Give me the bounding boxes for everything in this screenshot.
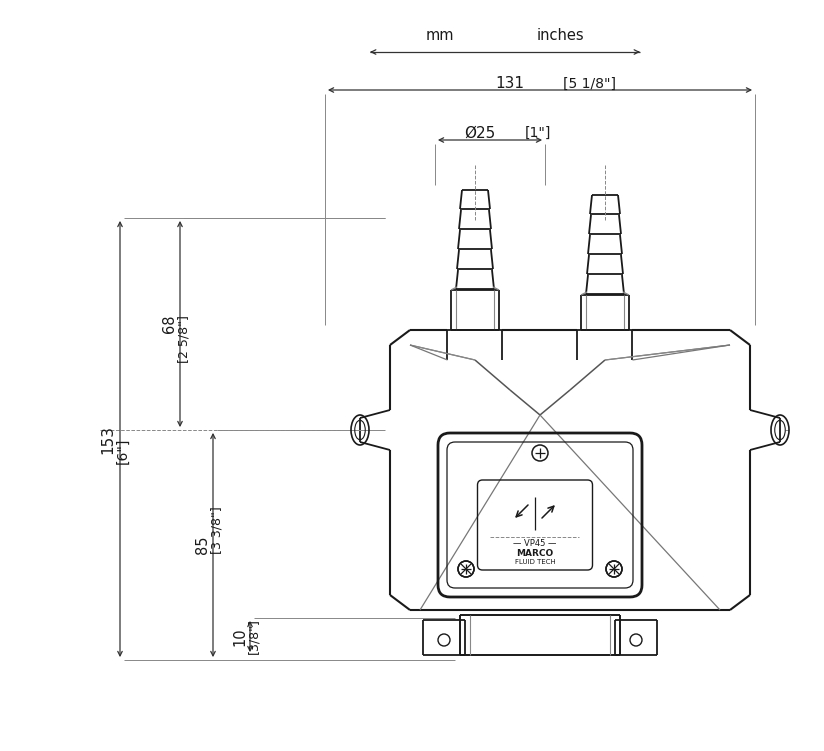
Text: — VP45 —: — VP45 —	[513, 538, 557, 547]
Text: [2 5/8"]: [2 5/8"]	[177, 315, 190, 363]
Text: 68: 68	[162, 315, 177, 333]
Text: [6"]: [6"]	[116, 438, 130, 464]
Text: 85: 85	[195, 535, 210, 554]
Text: 131: 131	[495, 77, 525, 92]
Text: 153: 153	[101, 424, 115, 454]
Text: inches: inches	[536, 28, 584, 43]
Text: [3/8"]: [3/8"]	[247, 619, 260, 654]
Text: mm: mm	[426, 28, 454, 43]
Text: [5 1/8"]: [5 1/8"]	[564, 77, 616, 91]
Text: 10: 10	[232, 627, 247, 646]
Text: FLUID TECH: FLUID TECH	[515, 559, 555, 565]
Text: Ø25: Ø25	[465, 125, 495, 140]
Text: [3 3/8"]: [3 3/8"]	[210, 506, 223, 554]
Text: [1"]: [1"]	[525, 126, 551, 140]
Text: MARCO: MARCO	[517, 548, 554, 557]
